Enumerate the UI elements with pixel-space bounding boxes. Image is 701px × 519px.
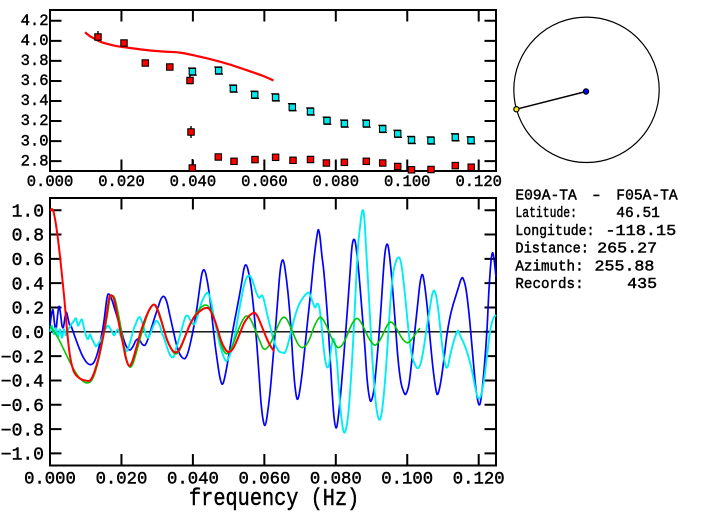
- svg-text:0.100: 0.100: [384, 173, 431, 191]
- svg-text:0.000: 0.000: [24, 471, 76, 490]
- svg-text:Azimuth:: Azimuth:: [515, 259, 583, 275]
- svg-text:frequency (Hz): frequency (Hz): [189, 486, 359, 513]
- svg-text:0.080: 0.080: [310, 471, 362, 490]
- svg-text:0.000: 0.000: [27, 173, 74, 191]
- svg-text:1.0: 1.0: [12, 202, 44, 222]
- svg-text:0.6: 0.6: [12, 251, 44, 271]
- svg-text:265.27: 265.27: [597, 242, 657, 258]
- svg-text:F05A-TA: F05A-TA: [616, 188, 678, 204]
- svg-text:3.6: 3.6: [21, 72, 49, 90]
- svg-text:0.080: 0.080: [313, 173, 360, 191]
- svg-text:0.040: 0.040: [167, 471, 219, 490]
- svg-text:Records:: Records:: [515, 277, 583, 293]
- svg-text:-: -: [590, 188, 602, 204]
- svg-text:3.8: 3.8: [21, 52, 49, 70]
- svg-text:0.060: 0.060: [241, 173, 288, 191]
- svg-text:0.020: 0.020: [98, 173, 145, 191]
- svg-text:0.100: 0.100: [381, 471, 433, 490]
- svg-text:4.0: 4.0: [21, 32, 49, 50]
- svg-text:−0.4: −0.4: [1, 373, 44, 393]
- svg-text:46.51: 46.51: [616, 206, 660, 222]
- svg-text:255.88: 255.88: [595, 259, 655, 275]
- svg-text:4.2: 4.2: [21, 12, 49, 30]
- svg-text:0.2: 0.2: [12, 300, 44, 320]
- svg-text:0.8: 0.8: [12, 227, 44, 247]
- svg-text:0.120: 0.120: [455, 173, 502, 191]
- svg-text:2.8: 2.8: [21, 152, 49, 170]
- svg-text:−0.8: −0.8: [1, 421, 44, 441]
- svg-text:Latitude:: Latitude:: [515, 206, 577, 222]
- svg-text:3.0: 3.0: [21, 132, 49, 150]
- svg-text:−0.6: −0.6: [1, 397, 44, 417]
- svg-text:−0.2: −0.2: [1, 348, 44, 368]
- svg-text:3.2: 3.2: [21, 112, 49, 130]
- svg-text:-118.15: -118.15: [605, 224, 676, 240]
- svg-text:0.060: 0.060: [238, 471, 290, 490]
- svg-text:435: 435: [627, 277, 657, 293]
- svg-text:0.040: 0.040: [170, 173, 217, 191]
- svg-text:0.0: 0.0: [12, 324, 44, 344]
- svg-text:Distance:: Distance:: [515, 242, 589, 258]
- svg-text:0.120: 0.120: [453, 471, 505, 490]
- svg-text:Longitude:: Longitude:: [515, 224, 594, 240]
- svg-text:3.4: 3.4: [21, 92, 49, 110]
- svg-text:0.4: 0.4: [12, 275, 44, 295]
- svg-text:E09A-TA: E09A-TA: [515, 188, 577, 204]
- svg-text:0.020: 0.020: [96, 471, 148, 490]
- svg-text:−1.0: −1.0: [1, 446, 44, 466]
